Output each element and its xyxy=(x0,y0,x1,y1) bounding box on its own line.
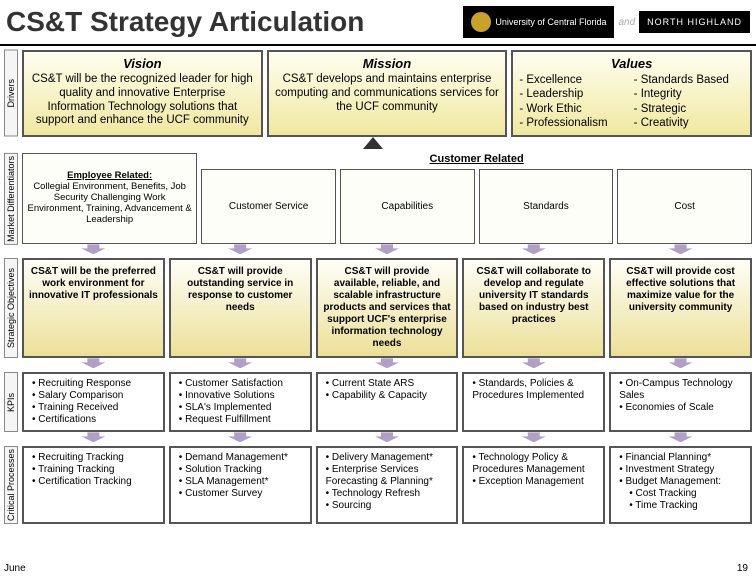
ucf-seal-icon xyxy=(471,12,491,32)
md-col: Standards xyxy=(479,169,614,245)
flow-arrow-icon xyxy=(228,358,252,368)
md-customer-box: Customer Related Customer ServiceCapabil… xyxy=(201,153,752,245)
mission-box: Mission CS&T develops and maintains ente… xyxy=(267,50,508,137)
flow-arrow-icon xyxy=(522,358,546,368)
flow-arrow-icon xyxy=(81,244,105,254)
flow-arrow-icon xyxy=(375,244,399,254)
md-employee-box: Employee Related:Collegial Environment, … xyxy=(22,153,197,245)
arrow-up-icon xyxy=(363,137,383,149)
flow-arrow-icon xyxy=(228,244,252,254)
drivers-label: Drivers xyxy=(4,50,18,137)
flow-arrow-icon xyxy=(375,432,399,442)
flow-arrow-icon xyxy=(669,432,693,442)
flow-arrow-icon xyxy=(375,358,399,368)
kpi-label: KPIs xyxy=(4,372,18,432)
vision-box: Vision CS&T will be the recognized leade… xyxy=(22,50,263,137)
cp-box: Recruiting TrackingTraining TrackingCert… xyxy=(22,446,165,524)
nh-logo: NORTH HIGHLAND xyxy=(639,11,750,33)
page-title: CS&T Strategy Articulation xyxy=(6,6,463,38)
so-box: CS&T will be the preferred work environm… xyxy=(22,258,165,358)
flow-arrow-icon xyxy=(81,432,105,442)
and-text: and xyxy=(618,17,635,28)
page-number: 19 xyxy=(737,563,748,574)
so-box: CS&T will provide cost effective solutio… xyxy=(609,258,752,358)
md-label: Market Differentiators xyxy=(4,153,18,245)
values-box: Values - Excellence- Leadership- Work Et… xyxy=(511,50,752,137)
flow-arrow-icon xyxy=(228,432,252,442)
flow-arrow-icon xyxy=(522,432,546,442)
flow-arrow-icon xyxy=(81,358,105,368)
cp-box: Technology Policy & Procedures Managemen… xyxy=(462,446,605,524)
flow-arrow-icon xyxy=(669,244,693,254)
date-label: June xyxy=(4,563,26,574)
kpi-box: Standards, Policies & Procedures Impleme… xyxy=(462,372,605,432)
so-box: CS&T will collaborate to develop and reg… xyxy=(462,258,605,358)
so-box: CS&T will provide outstanding service in… xyxy=(169,258,312,358)
kpi-box: Recruiting ResponseSalary ComparisonTrai… xyxy=(22,372,165,432)
md-col: Cost xyxy=(617,169,752,245)
md-col: Capabilities xyxy=(340,169,475,245)
logo-bar: University of Central Florida and NORTH … xyxy=(463,2,750,42)
kpi-box: Customer SatisfactionInnovative Solution… xyxy=(169,372,312,432)
so-box: CS&T will provide available, reliable, a… xyxy=(316,258,459,358)
kpi-box: On-Campus Technology SalesEconomies of S… xyxy=(609,372,752,432)
cp-box: Delivery Management*Enterprise Services … xyxy=(316,446,459,524)
cp-label: Critical Processes xyxy=(4,446,18,524)
cp-box: Demand Management*Solution TrackingSLA M… xyxy=(169,446,312,524)
so-label: Strategic Objectives xyxy=(4,258,18,358)
cp-box: Financial Planning*Investment StrategyBu… xyxy=(609,446,752,524)
md-col: Customer Service xyxy=(201,169,336,245)
kpi-box: Current State ARSCapability & Capacity xyxy=(316,372,459,432)
flow-arrow-icon xyxy=(669,358,693,368)
flow-arrow-icon xyxy=(522,244,546,254)
ucf-logo: University of Central Florida xyxy=(463,6,614,38)
